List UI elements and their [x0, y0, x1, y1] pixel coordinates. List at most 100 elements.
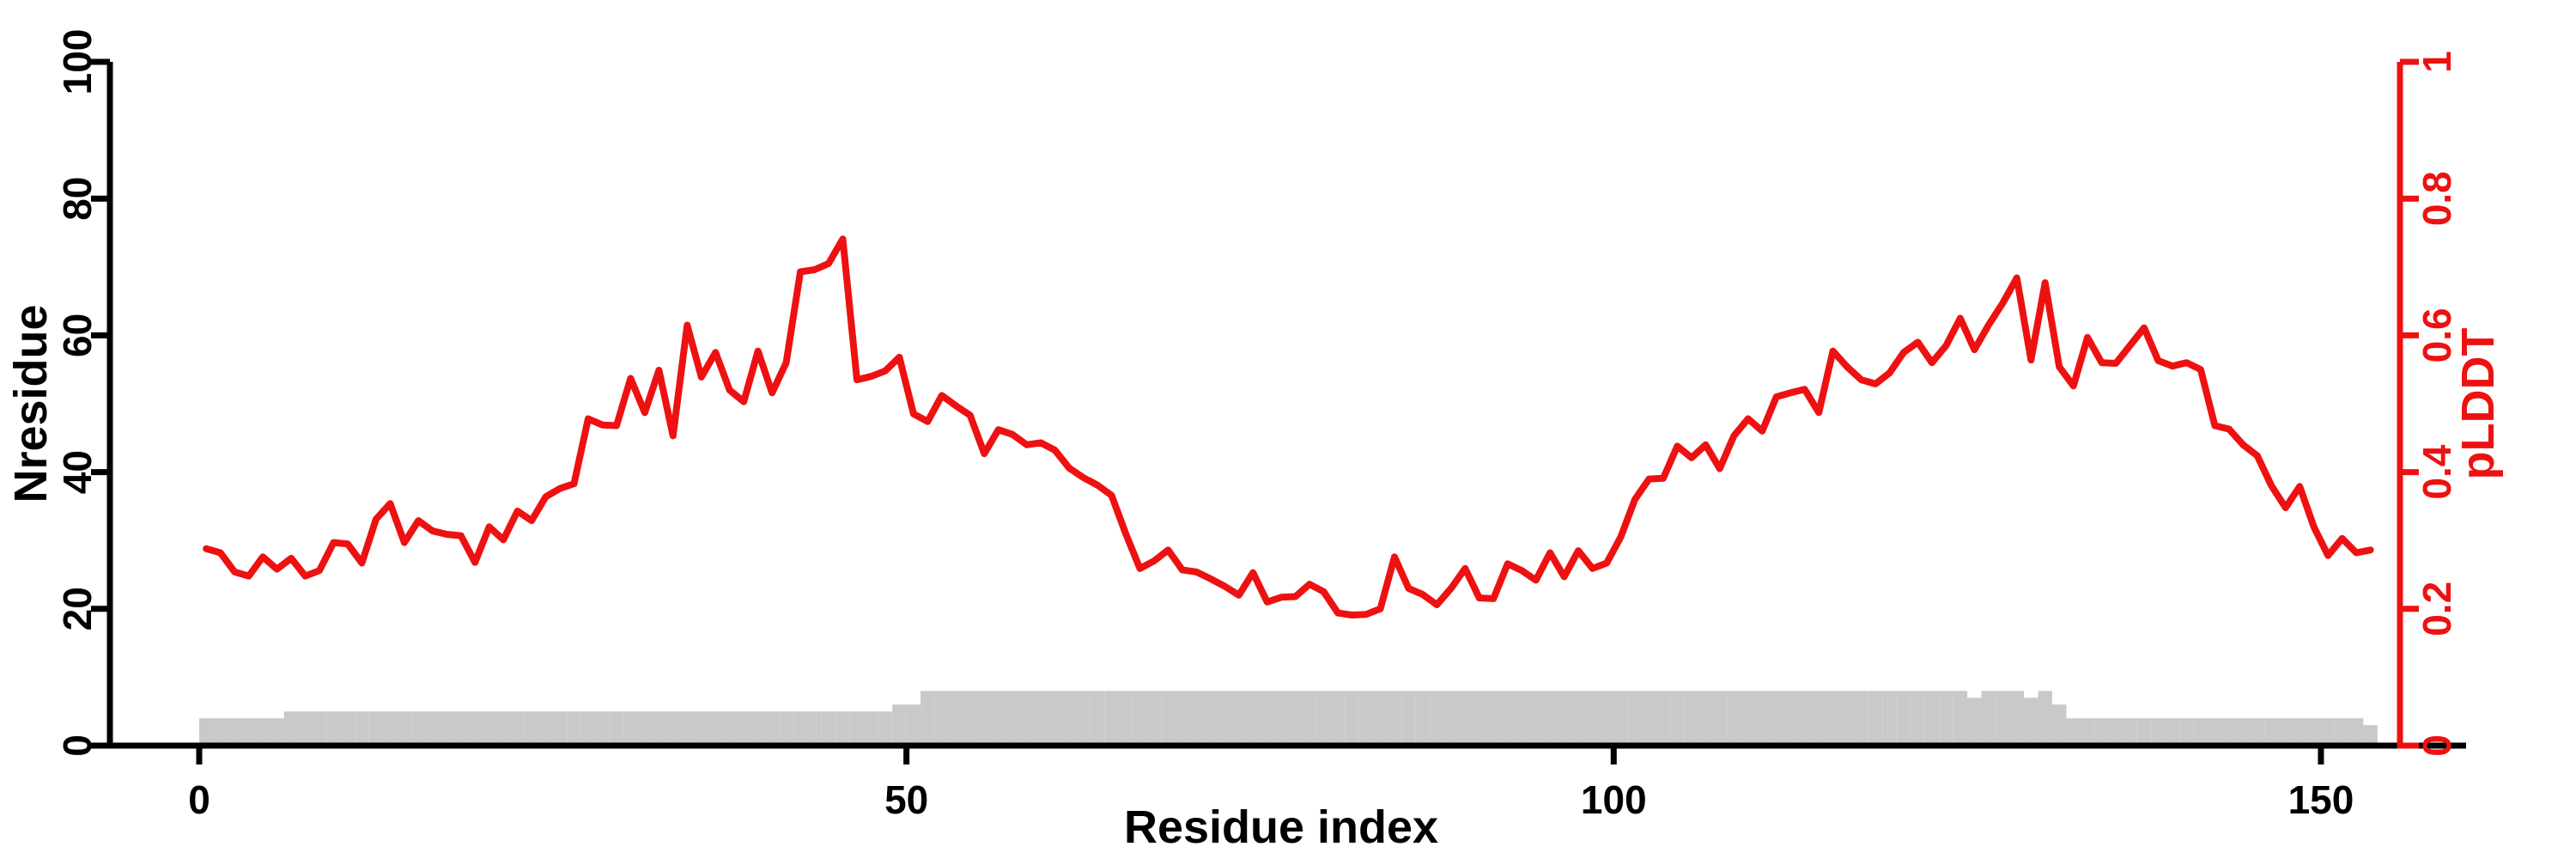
nresidue-bar: [1571, 691, 1586, 746]
y-left-tick-label: 100: [55, 29, 100, 95]
nresidue-bar: [2179, 718, 2194, 746]
y-left-tick-label: 0: [55, 734, 100, 757]
nresidue-bar: [750, 711, 765, 746]
nresidue-bar: [864, 711, 878, 746]
nresidue-bar: [1826, 691, 1840, 746]
nresidue-bar: [737, 711, 751, 746]
nresidue-bar: [1500, 691, 1515, 746]
nresidue-bar: [1076, 691, 1091, 746]
nresidue-bar: [2293, 718, 2307, 746]
nresidue-bar: [1854, 691, 1868, 746]
nresidue-bar: [2278, 718, 2293, 746]
y-axis-left-ticks: 0 20 40 60 80 100: [55, 29, 110, 757]
nresidue-bar: [2165, 718, 2180, 746]
nresidue-bar: [1090, 691, 1105, 746]
nresidue-bar: [241, 718, 256, 746]
nresidue-bar: [1868, 691, 1883, 746]
nresidue-bar: [807, 711, 822, 746]
nresidue-bar: [1189, 691, 1204, 746]
nresidue-bar: [2250, 718, 2265, 746]
nresidue-bar: [1033, 691, 1048, 746]
nresidue-bar: [468, 711, 483, 746]
nresidue-bar: [312, 711, 327, 746]
nresidue-bar: [368, 711, 384, 746]
nresidue-bar: [906, 704, 921, 746]
y-left-tick-label: 20: [55, 587, 100, 631]
nresidue-bar: [270, 718, 284, 746]
nresidue-bars: [199, 691, 2378, 746]
nresidue-bar: [227, 718, 242, 746]
nresidue-bar: [2038, 691, 2052, 746]
nresidue-bar: [383, 711, 398, 746]
nresidue-bar: [2363, 725, 2378, 746]
nresidue-bar: [524, 711, 539, 746]
nresidue-bar: [567, 711, 581, 746]
nresidue-bar: [1019, 691, 1034, 746]
y-right-tick-label: 0.4: [2415, 444, 2459, 499]
nresidue-bar: [2123, 718, 2137, 746]
nresidue-bar: [2136, 718, 2152, 746]
y-axis-title-right: pLDDT: [2452, 327, 2504, 480]
x-axis-title: Residue index: [1123, 801, 1439, 853]
nresidue-bar: [2320, 718, 2336, 746]
nresidue-bar: [1218, 691, 1232, 746]
nresidue-bar: [1613, 691, 1628, 746]
nresidue-bar: [538, 711, 553, 746]
nresidue-bar: [793, 711, 808, 746]
nresidue-bar: [1953, 691, 1968, 746]
nresidue-bar: [199, 718, 214, 746]
y-left-tick-label: 40: [55, 450, 100, 494]
nresidue-bar: [1203, 691, 1218, 746]
nresidue-bar: [708, 711, 723, 746]
nresidue-bar: [510, 711, 525, 746]
nresidue-bar: [1443, 691, 1459, 746]
x-tick-label: 0: [188, 777, 210, 822]
nresidue-bar: [1133, 691, 1147, 746]
nresidue-bar: [2094, 718, 2109, 746]
nresidue-bar: [665, 711, 681, 746]
nresidue-bar: [835, 711, 850, 746]
nresidue-bar: [652, 711, 666, 746]
nresidue-bar: [849, 711, 865, 746]
nresidue-bar: [1048, 691, 1062, 746]
nresidue-bar: [1486, 691, 1501, 746]
nresidue-bar: [722, 711, 737, 746]
nresidue-bar: [355, 711, 369, 746]
nresidue-bar: [453, 711, 468, 746]
nresidue-bar: [1104, 691, 1119, 746]
nresidue-bar: [283, 711, 299, 746]
nresidue-bar: [1146, 691, 1162, 746]
x-tick-label: 150: [2288, 777, 2354, 822]
y-right-tick-label: 0: [2415, 734, 2459, 757]
nresidue-bar: [1387, 691, 1402, 746]
nresidue-bar: [2264, 718, 2279, 746]
nresidue-bar: [397, 711, 412, 746]
nresidue-bar: [963, 691, 977, 746]
nresidue-bar: [2052, 704, 2067, 746]
nresidue-bar: [2024, 698, 2038, 746]
nresidue-bar: [1288, 691, 1303, 746]
nresidue-bar: [1373, 691, 1388, 746]
nresidue-bar: [2236, 718, 2251, 746]
nresidue-bar: [1642, 691, 1656, 746]
nresidue-bar: [1727, 691, 1741, 746]
nresidue-bar: [1684, 691, 1699, 746]
nresidue-bar: [1670, 691, 1685, 746]
nresidue-bar: [779, 711, 793, 746]
y-left-tick-label: 80: [55, 177, 100, 221]
nresidue-bar: [1260, 691, 1274, 746]
nresidue-bar: [949, 691, 963, 746]
x-tick-label: 50: [884, 777, 928, 822]
nresidue-bar: [1882, 691, 1897, 746]
plddt-line: [203, 235, 2374, 618]
nresidue-bar: [1430, 691, 1444, 746]
y-right-tick-label: 0.6: [2415, 308, 2459, 362]
nresidue-bar: [1755, 691, 1770, 746]
nresidue-bar: [920, 691, 935, 746]
nresidue-bar: [1415, 691, 1431, 746]
x-tick-label: 100: [1581, 777, 1647, 822]
nresidue-bar: [680, 711, 695, 746]
nresidue-bar: [2080, 718, 2095, 746]
nresidue-bar: [1175, 691, 1190, 746]
